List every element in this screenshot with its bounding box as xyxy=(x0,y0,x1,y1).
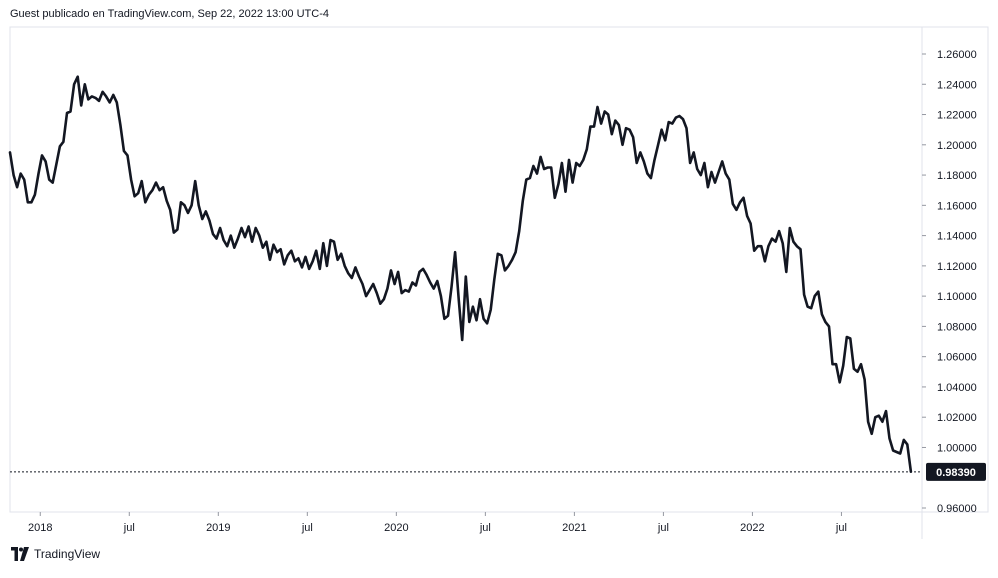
y-tick-label: 1.00000 xyxy=(937,442,977,454)
footer-brand: TradingView xyxy=(34,547,101,561)
x-tick-label: jul xyxy=(301,522,313,534)
y-tick-label: 1.20000 xyxy=(937,140,977,152)
x-tick-label: jul xyxy=(123,522,135,534)
x-tick-label: jul xyxy=(657,522,669,534)
time-axis[interactable]: 2018 jul 2019 jul 2020 jul 2021 jul 2022 jul xyxy=(28,512,847,534)
chart-header: Guest publicado en TradingView.com, Sep … xyxy=(10,8,329,20)
x-tick-label: 2021 xyxy=(562,522,586,534)
tradingview-logo-icon xyxy=(11,547,29,561)
last-price-label-text: 0.98390 xyxy=(936,467,976,479)
y-tick-label: 1.06000 xyxy=(937,352,977,364)
last-price-label: 0.98390 xyxy=(926,462,986,481)
plot-frame xyxy=(9,26,989,513)
y-tick-label: 1.18000 xyxy=(937,170,977,182)
x-tick-label: 2019 xyxy=(206,522,230,534)
y-tick-label: 1.04000 xyxy=(937,382,977,394)
footer: TradingView xyxy=(10,547,100,561)
y-tick-label: 1.10000 xyxy=(937,291,977,303)
price-axis[interactable]: 1.26000 1.24000 1.22000 1.20000 1.18000 1.160… xyxy=(922,49,977,515)
x-tick-label: 2020 xyxy=(384,522,408,534)
y-tick-label: 1.22000 xyxy=(937,110,977,122)
price-line-series xyxy=(8,75,913,473)
y-tick-label: 1.16000 xyxy=(937,200,977,212)
y-tick-label: 1.02000 xyxy=(937,412,977,424)
y-tick-label: 1.12000 xyxy=(937,261,977,273)
x-tick-label: 2018 xyxy=(28,522,52,534)
y-tick-label: 1.24000 xyxy=(937,79,977,91)
y-tick-label: 1.26000 xyxy=(937,49,977,61)
y-tick-label: 0.96000 xyxy=(937,503,977,515)
y-tick-label: 1.14000 xyxy=(937,231,977,243)
y-tick-label: 1.08000 xyxy=(937,321,977,333)
x-tick-label: 2022 xyxy=(740,522,764,534)
last-price-label-bg xyxy=(926,462,986,481)
x-tick-label: jul xyxy=(835,522,847,534)
x-tick-label: jul xyxy=(479,522,491,534)
